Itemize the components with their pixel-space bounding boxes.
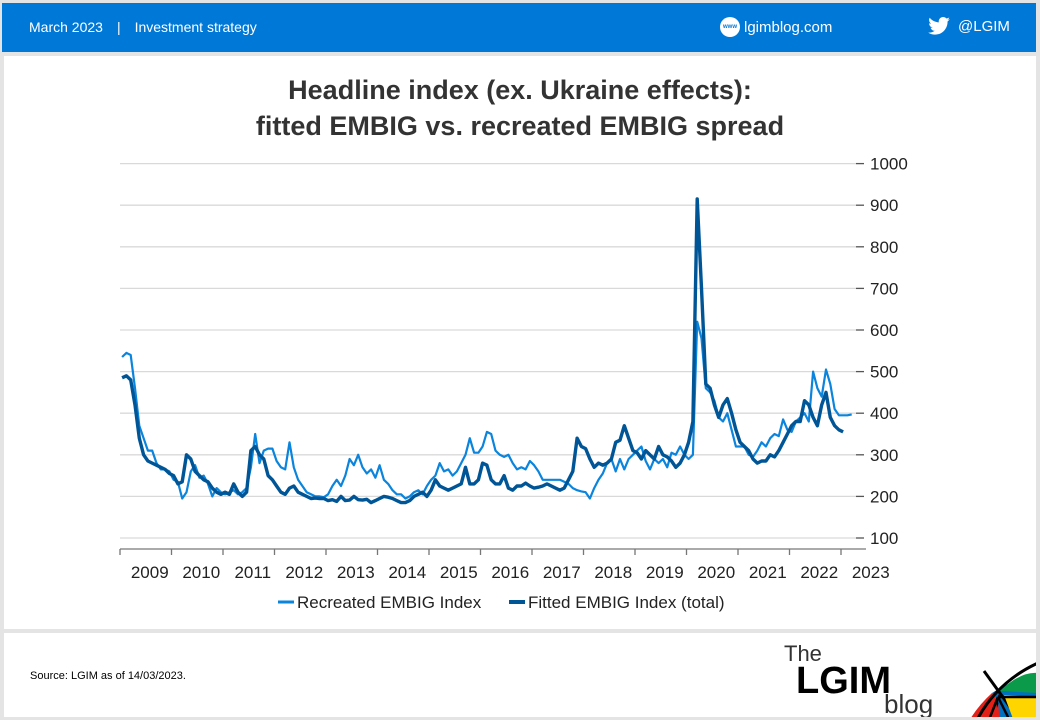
x-tick-label: 2017	[543, 563, 581, 582]
svg-text:blog: blog	[884, 689, 933, 717]
y-tick-label: 500	[870, 363, 898, 382]
x-tick-label: 2009	[131, 563, 169, 582]
legend-label: Recreated EMBIG Index	[297, 593, 482, 612]
twitter-handle: @LGIM	[958, 17, 1010, 35]
x-tick-label: 2021	[749, 563, 787, 582]
y-tick-label: 1000	[870, 155, 908, 174]
header-date: March 2023	[29, 19, 103, 35]
y-tick-label: 300	[870, 446, 898, 465]
x-tick-label: 2018	[594, 563, 632, 582]
chart-title: Headline index (ex. Ukraine effects): fi…	[4, 72, 1036, 144]
legend-label: Fitted EMBIG Index (total)	[528, 593, 725, 612]
footer: Source: LGIM as of 14/03/2023. The LGIM …	[4, 633, 1036, 717]
header-breadcrumb: March 2023 | Investment strategy	[29, 19, 257, 35]
series-line-fitted	[121, 197, 844, 505]
header-separator: |	[116, 19, 121, 35]
series-line-recreated	[121, 320, 852, 500]
source-note: Source: LGIM as of 14/03/2023.	[30, 670, 186, 682]
y-tick-label: 900	[870, 196, 898, 215]
x-tick-label: 2019	[646, 563, 684, 582]
chart-title-line1: Headline index (ex. Ukraine effects):	[288, 75, 752, 105]
x-tick-label: 2010	[182, 563, 220, 582]
svg-text:LGIM: LGIM	[796, 660, 891, 702]
www-globe-icon: www	[720, 17, 740, 37]
header-bar: March 2023 | Investment strategy www lgimb…	[2, 3, 1036, 52]
x-tick-label: 2023	[852, 563, 890, 582]
y-tick-label: 700	[870, 279, 898, 298]
y-tick-label: 200	[870, 487, 898, 506]
x-tick-label: 2014	[388, 563, 426, 582]
x-tick-label: 2016	[491, 563, 529, 582]
x-tick-label: 2013	[337, 563, 375, 582]
twitter-link[interactable]: @LGIM	[928, 17, 1010, 35]
y-tick-label: 100	[870, 529, 898, 548]
x-tick-label: 2022	[800, 563, 838, 582]
twitter-bird-icon	[928, 17, 950, 35]
website-link[interactable]: www lgimblog.com	[720, 17, 832, 37]
y-tick-label: 600	[870, 321, 898, 340]
header-category[interactable]: Investment strategy	[134, 19, 257, 35]
x-tick-label: 2015	[440, 563, 478, 582]
website-label: lgimblog.com	[744, 18, 833, 36]
svg-text:The: The	[784, 641, 822, 666]
x-tick-label: 2011	[234, 563, 271, 582]
lgim-blog-logo: The LGIM blog	[784, 641, 1036, 717]
chart-title-line2: fitted EMBIG vs. recreated EMBIG spread	[255, 111, 785, 141]
y-tick-label: 800	[870, 238, 898, 257]
line-chart: 100 200 300 400 500 600 700 800 900 1000 2009 2010 2…	[119, 155, 908, 612]
x-tick-label: 2020	[697, 563, 735, 582]
y-tick-label: 400	[870, 404, 898, 423]
chart-panel: Headline index (ex. Ukraine effects): fi…	[4, 56, 1036, 629]
x-tick-label: 2012	[285, 563, 323, 582]
